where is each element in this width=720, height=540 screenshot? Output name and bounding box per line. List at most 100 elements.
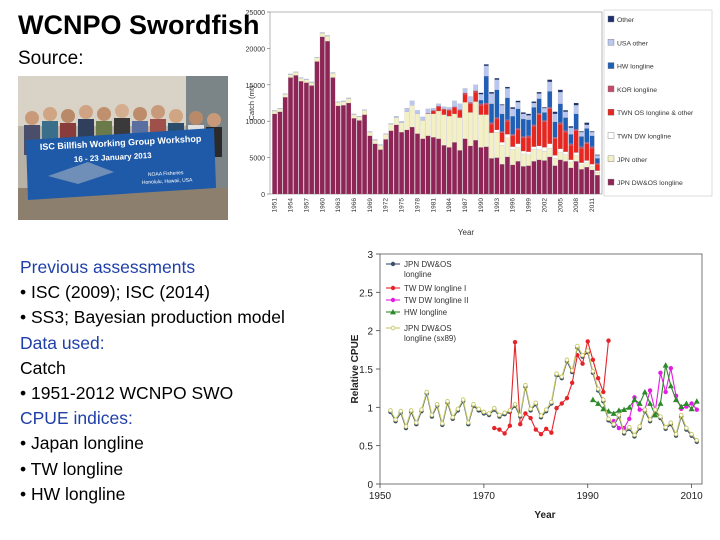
data-point bbox=[631, 396, 638, 403]
data-point bbox=[481, 409, 487, 415]
data-point bbox=[658, 414, 663, 419]
data-point bbox=[616, 412, 622, 418]
catch-bar-chart: 25000 20000 15000 10000 5000 0 Catch (mt) 1951 1… bbox=[246, 9, 713, 237]
bar-segment bbox=[383, 133, 389, 135]
bar-segment bbox=[515, 128, 521, 131]
bar-segment bbox=[393, 117, 399, 125]
bar-segment bbox=[536, 149, 542, 160]
data-point bbox=[595, 376, 601, 381]
bar-segment bbox=[489, 132, 494, 159]
bar-segment bbox=[515, 102, 521, 109]
bar-segment bbox=[367, 135, 373, 195]
bar-segment bbox=[272, 110, 277, 112]
bar-segment bbox=[452, 107, 457, 114]
data-point bbox=[653, 407, 658, 412]
bar-segment bbox=[552, 138, 558, 156]
bar-segment bbox=[494, 117, 500, 120]
data-point bbox=[606, 338, 611, 343]
bar-segment bbox=[431, 137, 436, 195]
plot-area bbox=[379, 253, 703, 485]
bar-segment bbox=[542, 160, 547, 195]
legend-swatch bbox=[607, 155, 615, 163]
bar-segment bbox=[557, 124, 563, 149]
bar-segment bbox=[505, 97, 510, 120]
bar-segment bbox=[499, 142, 505, 146]
bar-segment bbox=[520, 113, 526, 120]
bar-segment bbox=[589, 169, 595, 195]
bar-segment bbox=[483, 104, 489, 115]
bar-segment bbox=[309, 81, 315, 83]
data-point bbox=[663, 389, 668, 395]
bar-segment bbox=[298, 77, 304, 79]
bar-segment bbox=[552, 158, 558, 166]
bar-segment bbox=[536, 159, 542, 195]
bar-segment bbox=[388, 123, 394, 125]
data-point bbox=[492, 425, 497, 431]
bar-segment bbox=[547, 79, 553, 82]
bar-segment bbox=[573, 102, 579, 106]
bar-segment bbox=[473, 90, 479, 93]
plot-area bbox=[269, 11, 603, 195]
bar-segment bbox=[515, 161, 521, 195]
bar-segment bbox=[494, 118, 500, 131]
data-point bbox=[637, 407, 642, 412]
bar-segment bbox=[293, 75, 299, 195]
bar-segment bbox=[542, 147, 547, 152]
bar-segment bbox=[293, 72, 299, 76]
bar-segment bbox=[489, 103, 494, 123]
bar-segment bbox=[510, 108, 516, 117]
note-line-plain: Catch bbox=[20, 357, 66, 378]
data-point bbox=[663, 425, 668, 430]
data-point bbox=[528, 415, 533, 421]
data-point bbox=[600, 405, 607, 412]
bar-segment bbox=[393, 116, 399, 118]
legend-label: HW longline bbox=[404, 308, 448, 317]
bar-segment bbox=[399, 132, 404, 195]
data-point bbox=[486, 411, 492, 416]
note-line-bullet: • 1951-2012 WCNPO SWO bbox=[20, 383, 234, 404]
y-axis-label: Catch (mt) bbox=[247, 85, 256, 121]
data-point bbox=[507, 423, 513, 428]
bar-segment bbox=[515, 147, 521, 162]
workshop-photo: ISC Billfish Working Group Workshop 16 -… bbox=[18, 76, 228, 220]
bar-segment bbox=[356, 120, 362, 195]
bar-segment bbox=[314, 57, 320, 58]
x-tick-label: 1966 bbox=[351, 198, 358, 213]
bar-segment bbox=[478, 147, 484, 195]
data-point bbox=[641, 389, 648, 395]
bar-segment bbox=[515, 108, 521, 129]
bar-segment bbox=[531, 146, 537, 150]
bar-segment bbox=[383, 134, 389, 140]
bar-segment bbox=[505, 134, 510, 139]
data-point bbox=[601, 389, 606, 395]
bar-segment bbox=[446, 107, 452, 110]
bar-segment bbox=[478, 94, 484, 101]
data-point bbox=[575, 343, 580, 349]
bar-segment bbox=[531, 149, 537, 162]
x-tick-label: 1950 bbox=[369, 491, 392, 502]
bar-segment bbox=[399, 121, 404, 123]
legend-label: TW DW longline I bbox=[404, 284, 466, 293]
data-point bbox=[626, 404, 633, 410]
data-point bbox=[533, 427, 539, 432]
legend-label: JPN DW&OS bbox=[404, 260, 452, 269]
bar-segment bbox=[420, 120, 426, 139]
bar-segment bbox=[499, 145, 505, 165]
bar-segment bbox=[483, 64, 489, 66]
bar-segment bbox=[531, 107, 537, 125]
bar-segment bbox=[589, 131, 595, 133]
bar-segment bbox=[441, 106, 447, 109]
bar-segment bbox=[452, 142, 457, 195]
legend-swatch bbox=[607, 62, 615, 69]
bar-segment bbox=[595, 155, 600, 159]
bar-segment bbox=[520, 150, 526, 155]
bar-segment bbox=[399, 122, 404, 133]
bar-segment bbox=[378, 145, 383, 150]
data-point bbox=[471, 402, 476, 407]
bar-segment bbox=[542, 150, 547, 161]
data-point bbox=[610, 410, 617, 416]
bar-segment bbox=[563, 151, 568, 155]
bar-segment bbox=[367, 131, 373, 133]
data-point bbox=[554, 405, 559, 411]
bar-segment bbox=[552, 165, 558, 195]
